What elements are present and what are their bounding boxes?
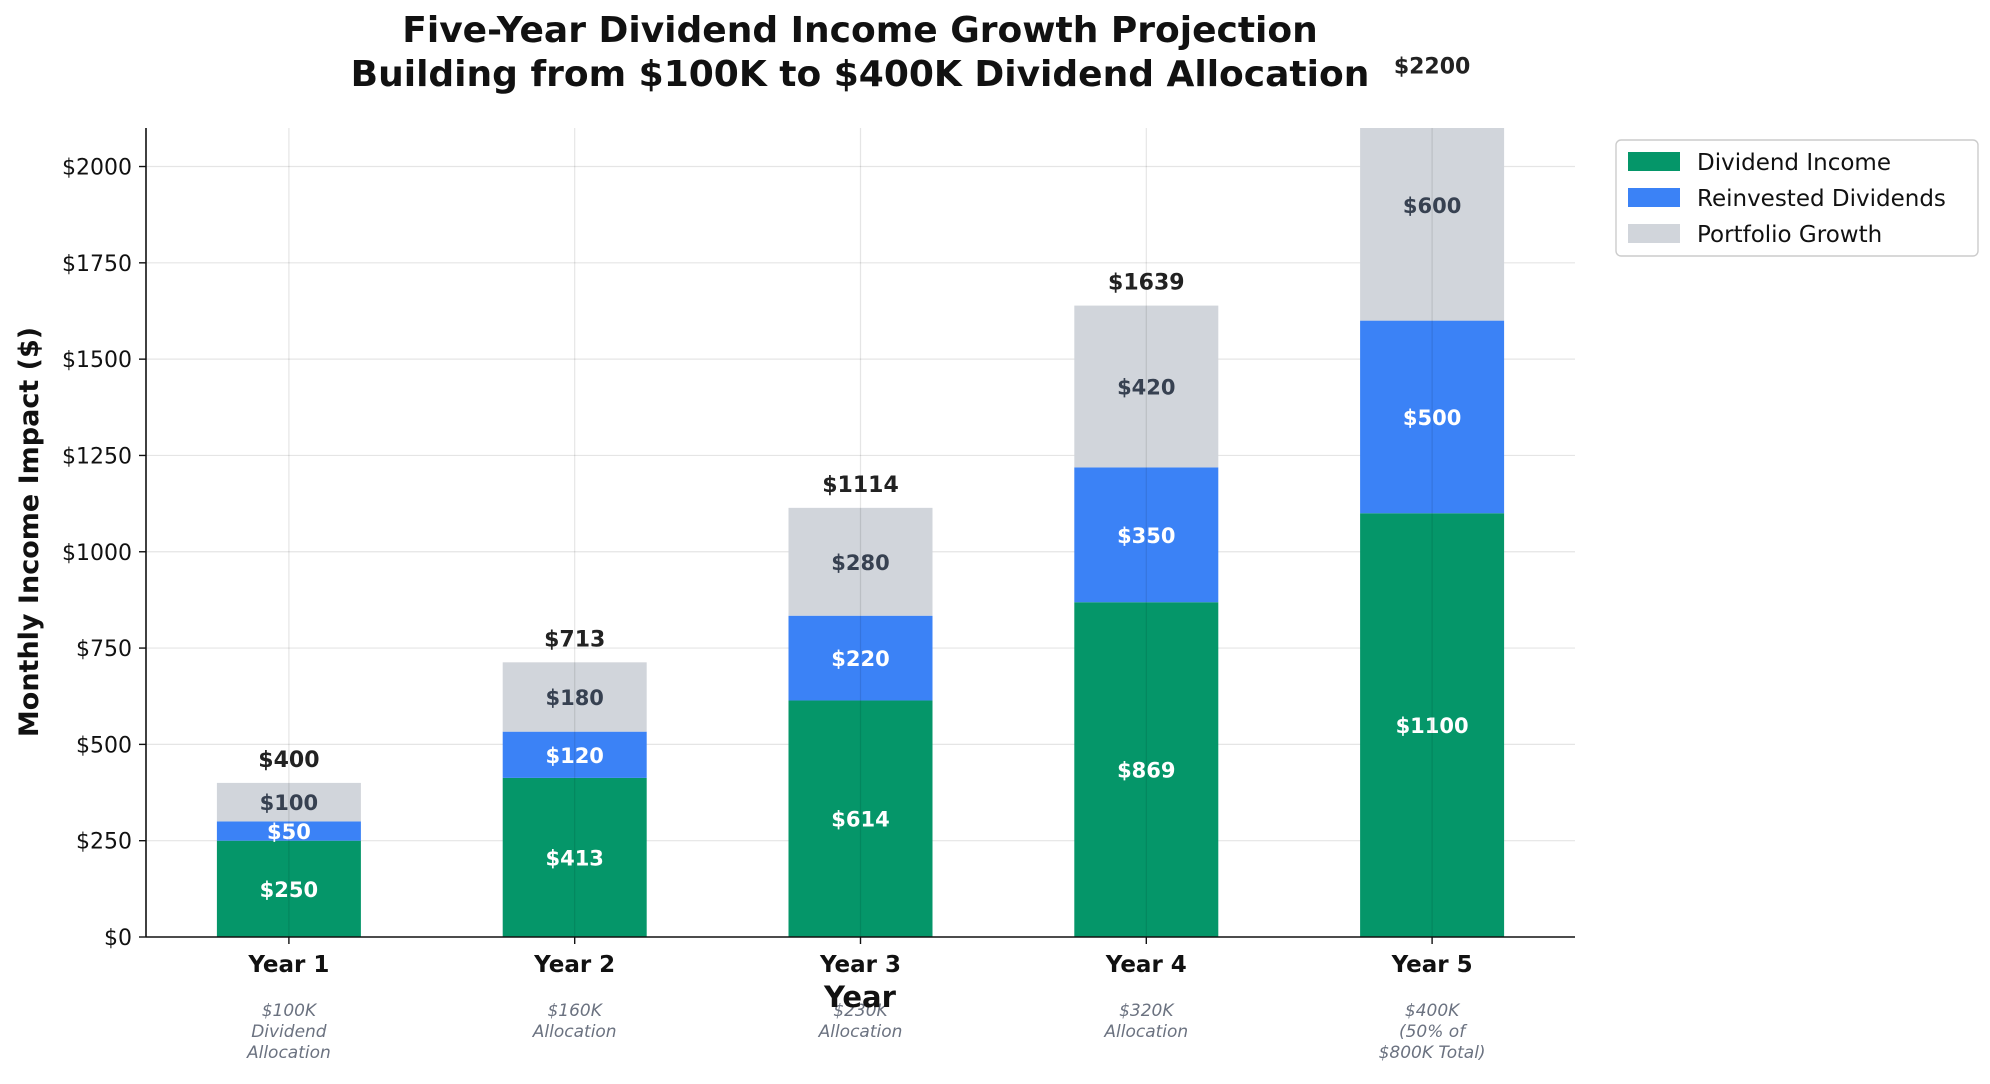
bar-segment bbox=[1360, 513, 1505, 937]
x-tick-label: Year 1 bbox=[247, 952, 329, 978]
x-category-note: Allocation bbox=[246, 1043, 331, 1063]
legend-entry-label: Dividend Income bbox=[1697, 150, 1891, 176]
bar-value-label: $869 bbox=[1117, 759, 1175, 783]
y-tick-label: $1250 bbox=[62, 444, 132, 469]
bar-segment bbox=[1074, 602, 1219, 937]
y-tick-label: $1000 bbox=[62, 541, 132, 566]
chart-title-line1: Five-Year Dividend Income Growth Project… bbox=[402, 10, 1317, 51]
x-category-note: Dividend bbox=[251, 1022, 327, 1042]
bar-value-label: $1100 bbox=[1396, 714, 1469, 738]
x-category-note: Allocation bbox=[818, 1022, 903, 1042]
y-tick-layer: $0 $250 $500 $750 $1000 $1250 $1500 $1750 $2000 bbox=[62, 156, 146, 951]
bar-value-label: $250 bbox=[260, 878, 318, 902]
bar-value-label: $220 bbox=[831, 647, 889, 671]
legend-entry-label: Reinvested Dividends bbox=[1697, 186, 1946, 212]
bar-value-label: $500 bbox=[1403, 406, 1461, 430]
x-category-note: $230K bbox=[833, 1001, 889, 1021]
bar-segment bbox=[1074, 305, 1219, 468]
bar-value-label: $350 bbox=[1117, 524, 1175, 548]
y-tick-label: $1750 bbox=[62, 252, 132, 277]
y-axis-label: Monthly Income Impact ($) bbox=[14, 327, 45, 737]
bar-value-label: $120 bbox=[545, 744, 603, 768]
y-tick-label: $0 bbox=[104, 926, 132, 951]
x-category-note: Allocation bbox=[1103, 1022, 1188, 1042]
bar-segment bbox=[1360, 320, 1505, 514]
bar-segment bbox=[502, 662, 647, 732]
bar-segment bbox=[788, 700, 933, 937]
bar-segment bbox=[788, 507, 933, 616]
bar-value-label: $413 bbox=[545, 846, 603, 870]
x-tick-label: Year 3 bbox=[819, 952, 901, 978]
bar-total-label: $713 bbox=[544, 627, 605, 652]
bar-total-label: $400 bbox=[258, 748, 319, 773]
x-category-note: $160K bbox=[547, 1001, 603, 1021]
x-category-note: $320K bbox=[1119, 1001, 1175, 1021]
y-tick-label: $500 bbox=[76, 733, 132, 758]
bar-segment bbox=[216, 821, 361, 841]
x-axis-label: Year bbox=[823, 980, 897, 1014]
x-category-note: $400K bbox=[1405, 1001, 1461, 1021]
y-tick-label: $1500 bbox=[62, 348, 132, 373]
bar-value-label: $614 bbox=[831, 808, 889, 832]
legend-entry-label: Portfolio Growth bbox=[1697, 222, 1882, 248]
x-category-note: $800K Total) bbox=[1379, 1043, 1486, 1063]
bar-total-label: $2200 bbox=[1394, 54, 1471, 79]
legend-swatch bbox=[1628, 152, 1680, 171]
bar-value-label: $280 bbox=[831, 551, 889, 575]
chart-title-line2: Building from $100K to $400K Dividend Al… bbox=[351, 54, 1370, 95]
label-layer: $250 $50 $100 $400 $413 $120 $180 $713 $614 $220 $… bbox=[258, 54, 1470, 937]
bar-layer bbox=[216, 128, 1505, 937]
bar-segment bbox=[216, 782, 361, 822]
y-tick-label: $750 bbox=[76, 637, 132, 662]
y-tick-label: $2000 bbox=[62, 156, 132, 181]
bar-value-label: $180 bbox=[545, 686, 603, 710]
bar-value-label: $100 bbox=[260, 791, 318, 815]
legend: Dividend Income Reinvested Dividends Portf… bbox=[1615, 139, 1979, 257]
bar-segment bbox=[502, 731, 647, 778]
bar-total-label: $1639 bbox=[1108, 271, 1185, 296]
bar-segment bbox=[788, 615, 933, 701]
legend-swatch bbox=[1628, 224, 1680, 243]
x-category-note: Allocation bbox=[532, 1022, 617, 1042]
bar-value-label: $420 bbox=[1117, 375, 1175, 399]
bar-value-label: $600 bbox=[1403, 194, 1461, 218]
bar-segment bbox=[1360, 128, 1505, 321]
x-tick-label: Year 2 bbox=[533, 952, 615, 978]
x-tick-label: Year 5 bbox=[1391, 952, 1473, 978]
bar-segment bbox=[216, 840, 361, 937]
bar-segment bbox=[502, 777, 647, 937]
x-category-note: (50% of bbox=[1399, 1022, 1468, 1042]
y-tick-label: $250 bbox=[76, 830, 132, 855]
x-category-note: $100K bbox=[262, 1001, 318, 1021]
bar-segment bbox=[1074, 467, 1219, 603]
bar-value-label: $50 bbox=[267, 820, 311, 844]
legend-frame bbox=[1615, 139, 1979, 257]
bar-total-label: $1114 bbox=[822, 473, 899, 498]
legend-swatch bbox=[1628, 188, 1680, 207]
x-tick-label: Year 4 bbox=[1105, 952, 1187, 978]
